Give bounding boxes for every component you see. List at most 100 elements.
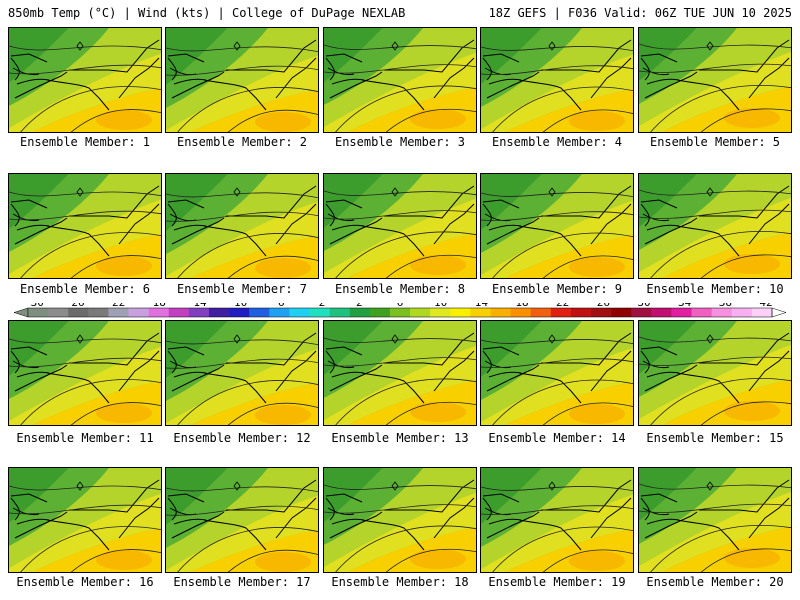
- ensemble-member-label: Ensemble Member: 15: [646, 431, 784, 445]
- colorbar-tick-label: −14: [187, 303, 207, 309]
- colorbar-segment: [691, 308, 712, 317]
- ensemble-member-label: Ensemble Member: 3: [334, 135, 466, 149]
- diamond-marker-icon: [76, 187, 84, 197]
- colorbar-segment: [611, 308, 632, 317]
- ensemble-member-map: [8, 467, 162, 573]
- coastline-line: [167, 350, 317, 404]
- contour-line: [481, 339, 633, 425]
- ensemble-member-label: Ensemble Member: 18: [331, 575, 469, 589]
- coastline-line: [167, 203, 317, 257]
- colorbar-segment: [329, 308, 351, 317]
- ensemble-member-label: Ensemble Member: 10: [646, 282, 784, 296]
- colorbar-segment: [751, 308, 773, 317]
- coastline-line: [482, 203, 632, 257]
- colorbar-segment: [68, 308, 89, 317]
- colorbar-segment: [28, 308, 49, 317]
- contour-line: [639, 43, 791, 132]
- ensemble-member-label: Ensemble Member: 8: [334, 282, 466, 296]
- coastline-line: [325, 350, 475, 404]
- ensemble-member-label: Ensemble Member: 9: [491, 282, 623, 296]
- colorbar-tick-label: 18: [515, 303, 528, 309]
- diamond-marker-icon: [391, 187, 399, 197]
- colorbar-tick-label: 14: [475, 303, 489, 309]
- colorbar-segment: [289, 308, 310, 317]
- colorbar-segment: [651, 308, 672, 317]
- diamond-marker-icon: [706, 334, 714, 344]
- ensemble-member-label: Ensemble Member: 1: [19, 135, 151, 149]
- ensemble-member-label: Ensemble Member: 19: [488, 575, 626, 589]
- contour-line: [324, 484, 476, 572]
- colorbar-tick-label: 30: [637, 303, 650, 309]
- ensemble-member-label: Ensemble Member: 11: [16, 431, 154, 445]
- diamond-marker-icon: [706, 41, 714, 51]
- ensemble-member-map: [480, 320, 634, 426]
- ensemble-member-map: [165, 27, 319, 133]
- colorbar-tick-label: −30: [24, 303, 44, 309]
- colorbar-segment: [530, 308, 552, 317]
- diamond-marker-icon: [391, 481, 399, 491]
- colorbar-tick-label: 2: [356, 303, 363, 309]
- ensemble-member-label: Ensemble Member: 7: [176, 282, 308, 296]
- contour-line: [481, 46, 633, 132]
- colorbar-tick-label: −10: [227, 303, 247, 309]
- colorbar-segment: [490, 308, 511, 317]
- contour-line: [9, 338, 161, 425]
- colorbar-tick-label: 22: [556, 303, 569, 309]
- coastline-line: [640, 497, 790, 551]
- contour-line: [481, 192, 633, 278]
- colorbar-arrow-right: [771, 307, 787, 318]
- colorbar-segment: [711, 308, 733, 317]
- contour-line: [324, 337, 476, 425]
- diamond-marker-icon: [233, 481, 241, 491]
- colorbar-segment: [550, 308, 572, 317]
- diamond-marker-icon: [233, 334, 241, 344]
- colorbar-segment: [410, 308, 431, 317]
- coastline-line: [640, 350, 790, 404]
- colorbar-tick-label: −18: [146, 303, 166, 309]
- diamond-marker-icon: [76, 334, 84, 344]
- colorbar-segment: [208, 308, 230, 317]
- coastline-line: [482, 57, 632, 111]
- colorbar-tick-label: −6: [271, 303, 284, 309]
- colorbar-segment: [249, 308, 270, 317]
- colorbar-segment: [450, 308, 471, 317]
- ensemble-member-map: [323, 173, 477, 279]
- colorbar-arrow-left: [13, 307, 29, 318]
- coastline-line: [640, 203, 790, 257]
- header-title: 850mb Temp (°C) | Wind (kts) | College o…: [8, 6, 406, 20]
- colorbar-segment: [309, 308, 330, 317]
- diamond-marker-icon: [391, 334, 399, 344]
- colorbar-segment: [570, 308, 592, 317]
- contour-line: [9, 45, 161, 132]
- colorbar-segment: [108, 308, 129, 317]
- diamond-marker-icon: [233, 41, 241, 51]
- colorbar-segment: [731, 308, 753, 317]
- colorbar-segment: [349, 308, 371, 317]
- ensemble-member-map: [165, 467, 319, 573]
- colorbar-segment: [269, 308, 290, 317]
- ensemble-member-map: [8, 173, 162, 279]
- diamond-marker-icon: [548, 481, 556, 491]
- coastline-line: [325, 497, 475, 551]
- coastline-line: [325, 203, 475, 257]
- colorbar-tick-label: −22: [105, 303, 125, 309]
- colorbar-frame: [27, 307, 773, 318]
- diamond-marker-icon: [76, 41, 84, 51]
- ensemble-member-map: [8, 27, 162, 133]
- colorbar-segment: [88, 308, 109, 317]
- colorbar-segment: [389, 308, 411, 317]
- ensemble-member-map: [480, 467, 634, 573]
- diamond-marker-icon: [548, 187, 556, 197]
- contour-line: [639, 336, 791, 425]
- colorbar-tick-label: 42: [759, 303, 772, 309]
- ensemble-member-map: [323, 467, 477, 573]
- colorbar-segment: [369, 308, 391, 317]
- ensemble-member-label: Ensemble Member: 14: [488, 431, 626, 445]
- coastline-line: [167, 497, 317, 551]
- coastline-line: [482, 350, 632, 404]
- ensemble-member-map: [638, 173, 792, 279]
- diamond-marker-icon: [548, 334, 556, 344]
- contour-line: [166, 46, 318, 132]
- contour-line: [9, 191, 161, 278]
- colorbar-tick-label: 26: [597, 303, 610, 309]
